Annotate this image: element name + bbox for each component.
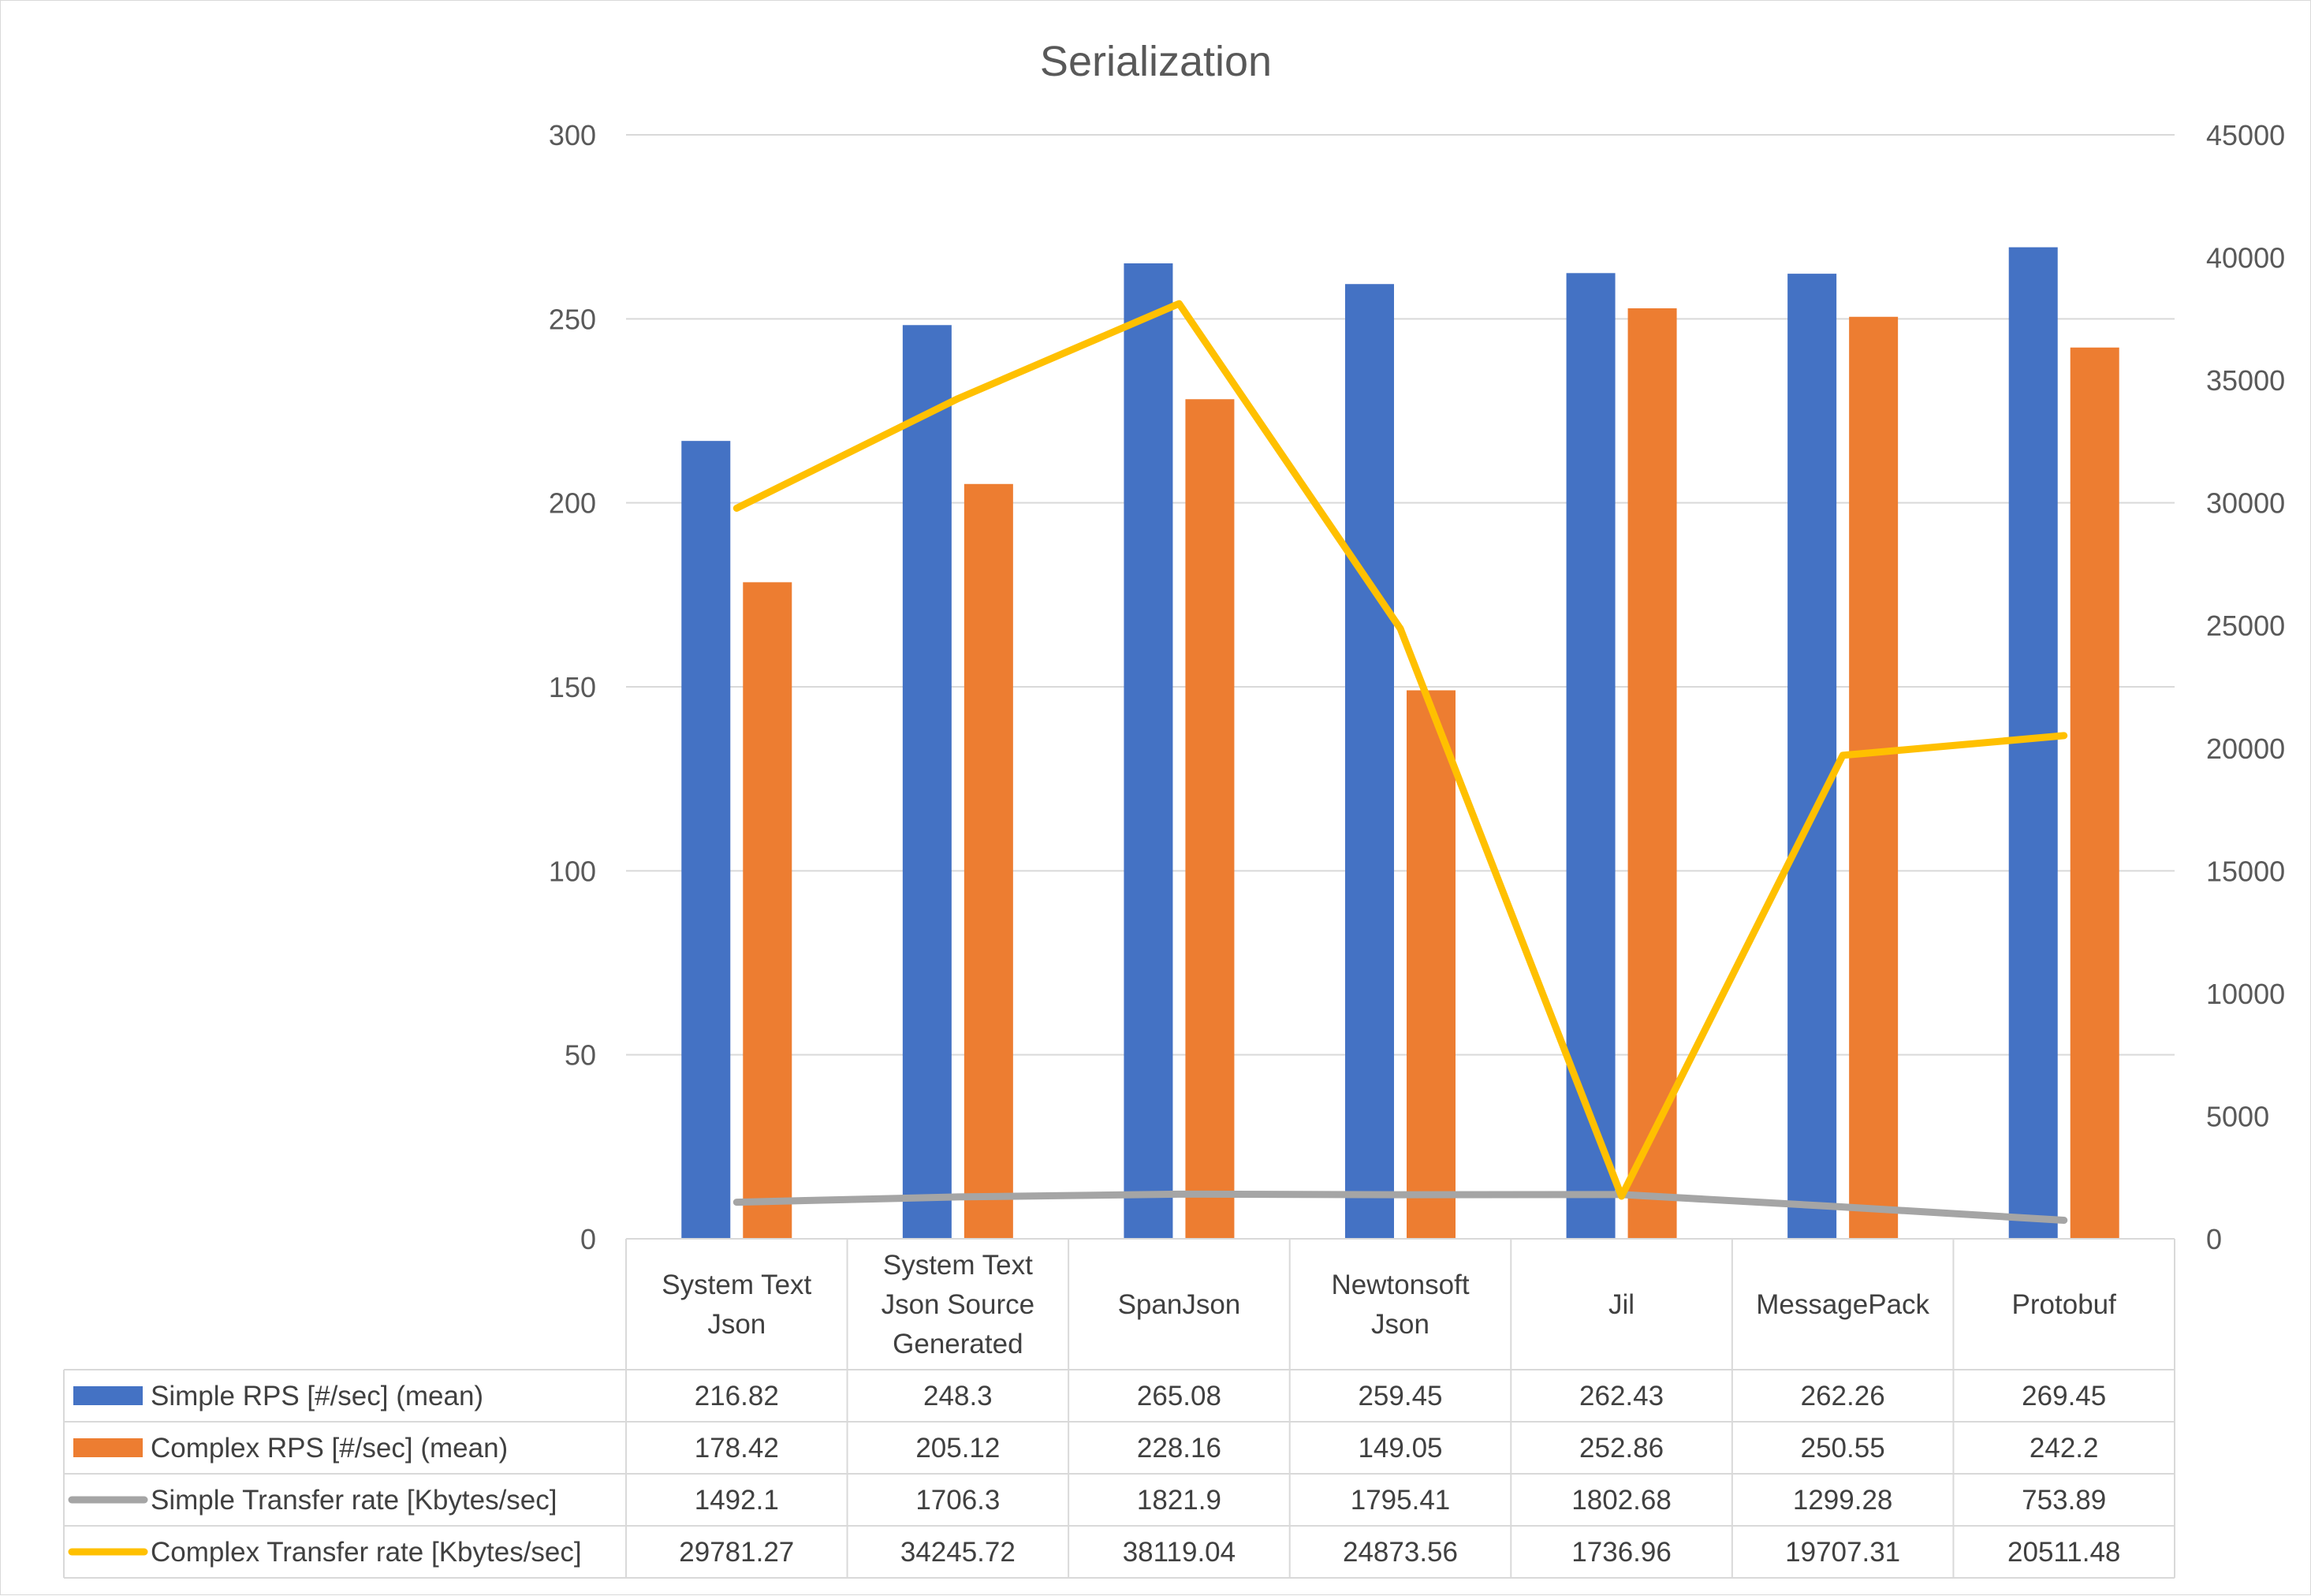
bar: [902, 325, 952, 1240]
bar: [1407, 690, 1456, 1239]
secondary-axis-ticks: 0 5000 10000 15000 20000 25000 30000 35000 40000…: [2206, 119, 2285, 1255]
category-label-line: Generated: [893, 1329, 1023, 1359]
legend-key: [73, 1438, 143, 1457]
category-label: SpanJson: [1118, 1289, 1241, 1320]
secondary-tick-label: 30000: [2206, 487, 2285, 520]
table-cell-value: 259.45: [1358, 1381, 1442, 1411]
table-cell-value: 29781.27: [679, 1537, 794, 1568]
bar: [1566, 273, 1616, 1239]
series-name: Simple RPS [#/sec] (mean): [151, 1381, 483, 1411]
table-cell-value: 269.45: [2022, 1381, 2106, 1411]
secondary-tick-label: 0: [2206, 1223, 2222, 1255]
series-name: Complex RPS [#/sec] (mean): [151, 1433, 508, 1464]
table-cell-value: 216.82: [695, 1381, 779, 1411]
secondary-tick-label: 5000: [2206, 1100, 2269, 1132]
table-cell-value: 252.86: [1579, 1433, 1664, 1464]
category-label-line: Json Source: [882, 1289, 1035, 1320]
secondary-tick-label: 45000: [2206, 119, 2285, 151]
table-cell-value: 1795.41: [1351, 1485, 1451, 1516]
category-label-line: Json: [707, 1309, 766, 1340]
bar: [1124, 263, 1173, 1240]
bar: [964, 483, 1013, 1239]
gridlines: [626, 134, 2175, 1056]
table-cell-value: 262.26: [1801, 1381, 1885, 1411]
category-label-line: Protobuf: [2012, 1289, 2117, 1320]
lines: [732, 300, 2068, 1225]
category-label: Jil: [1608, 1289, 1634, 1320]
table-cell-value: 265.08: [1137, 1381, 1221, 1411]
table-cell-value: 178.42: [695, 1433, 779, 1464]
bar: [1787, 274, 1837, 1239]
table-cell-value: 242.2: [2030, 1433, 2099, 1464]
primary-axis-ticks: 0 50 100 150 200 250 300: [549, 119, 596, 1255]
table-cell-value: 1299.28: [1793, 1485, 1893, 1516]
table-cell-value: 205.12: [915, 1433, 1000, 1464]
secondary-tick-label: 35000: [2206, 364, 2285, 397]
table-cell-value: 228.16: [1137, 1433, 1221, 1464]
table-cell-value: 38119.04: [1123, 1537, 1236, 1568]
bar: [743, 582, 792, 1239]
bar: [1185, 399, 1235, 1240]
table-cell-value: 262.43: [1579, 1381, 1664, 1411]
table-cell-value: 149.05: [1358, 1433, 1442, 1464]
category-label-line: Json: [1371, 1309, 1429, 1340]
table-cell-value: 1706.3: [915, 1485, 1000, 1516]
bar: [2070, 347, 2119, 1239]
category-label-line: SpanJson: [1118, 1289, 1241, 1320]
secondary-tick-label: 40000: [2206, 242, 2285, 274]
table-cell-value: 1736.96: [1571, 1537, 1672, 1568]
legend-key: [73, 1386, 143, 1405]
category-label: Newtonsoft Json: [1331, 1270, 1469, 1340]
category-label: System Text Json: [662, 1270, 811, 1340]
secondary-tick-label: 25000: [2206, 610, 2285, 642]
bar: [1345, 284, 1394, 1239]
table-cell-value: 34245.72: [900, 1537, 1016, 1568]
table-cell-value: 753.89: [2022, 1485, 2106, 1516]
category-label-line: Jil: [1608, 1289, 1634, 1320]
table-cell-value: 20511.48: [2007, 1537, 2120, 1568]
category-label-line: System Text: [662, 1270, 811, 1300]
secondary-tick-label: 10000: [2206, 978, 2285, 1010]
primary-tick-label: 150: [549, 671, 596, 703]
table-cell-value: 1492.1: [695, 1485, 779, 1516]
data-table: System Text Json System Text Json Source Gen…: [63, 1238, 2175, 1579]
bar: [681, 441, 731, 1239]
primary-tick-label: 100: [549, 855, 596, 887]
primary-tick-label: 0: [580, 1223, 596, 1255]
chart-title: Serialization: [1040, 38, 1272, 85]
table-cell-value: 1821.9: [1137, 1485, 1221, 1516]
category-label: MessagePack: [1756, 1289, 1929, 1320]
category-label-line: System Text: [883, 1250, 1033, 1281]
bars: [681, 247, 2119, 1240]
series-name: Simple Transfer rate [Kbytes/sec]: [151, 1485, 557, 1516]
table-cell-value: 248.3: [923, 1381, 993, 1411]
primary-tick-label: 250: [549, 303, 596, 335]
secondary-tick-label: 20000: [2206, 733, 2285, 765]
series-name: Complex Transfer rate [Kbytes/sec]: [151, 1537, 582, 1568]
category-label: System Text Json Source Generated: [882, 1250, 1035, 1359]
primary-tick-label: 300: [549, 119, 596, 151]
series-line: [732, 1190, 2068, 1225]
primary-tick-label: 50: [565, 1039, 596, 1072]
category-label: Protobuf: [2012, 1289, 2117, 1320]
category-label-line: MessagePack: [1756, 1289, 1929, 1320]
table-cell-value: 250.55: [1801, 1433, 1885, 1464]
bar: [1627, 308, 1677, 1239]
table-cell-value: 1802.68: [1571, 1485, 1672, 1516]
table-cell-value: 19707.31: [1785, 1537, 1900, 1568]
category-label-line: Newtonsoft: [1331, 1270, 1469, 1300]
table-cell-value: 24873.56: [1343, 1537, 1458, 1568]
primary-tick-label: 200: [549, 487, 596, 520]
bar: [1849, 316, 1899, 1240]
series-line: [732, 300, 2068, 1200]
secondary-tick-label: 15000: [2206, 855, 2285, 887]
